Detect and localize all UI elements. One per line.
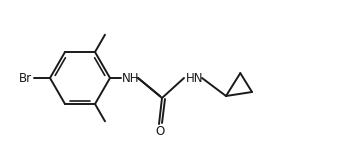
Text: Br: Br — [19, 71, 32, 85]
Text: O: O — [155, 125, 164, 138]
Text: NH: NH — [122, 71, 139, 85]
Text: HN: HN — [186, 71, 203, 85]
